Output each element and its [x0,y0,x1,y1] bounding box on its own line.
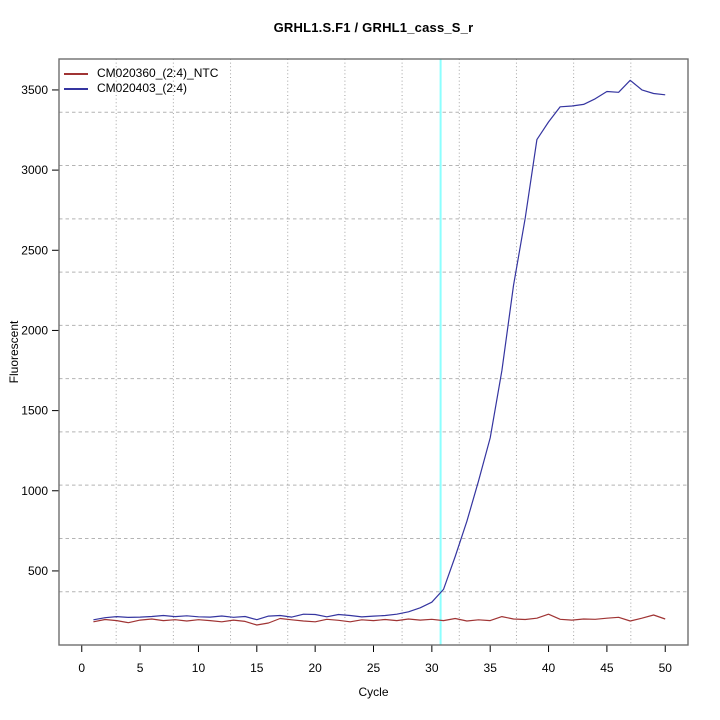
y-tick-label: 500 [28,564,48,578]
plot-frame [58,58,689,646]
x-tick-label: 35 [484,661,498,675]
series-line-0 [93,613,666,626]
x-tick-label: 5 [137,661,144,675]
legend-item-ntc: CM020360_(2:4)_NTC [64,67,218,80]
chart-title: GRHL1.S.F1 / GRHL1_cass_S_r [273,20,474,35]
x-tick-label: 20 [308,661,322,675]
x-tick-label: 45 [600,661,614,675]
y-tick-label: 2000 [21,323,48,337]
y-tick-label: 2500 [21,243,48,257]
y-tick-label: 1000 [21,484,48,498]
y-tick-label: 3000 [21,163,48,177]
series-line-1 [93,79,666,621]
x-tick-label: 40 [542,661,556,675]
x-tick-label: 0 [78,661,85,675]
x-tick-label: 50 [659,661,673,675]
x-tick-label: 15 [250,661,264,675]
x-axis-label: Cycle [358,685,389,699]
legend-label-ntc: CM020360_(2:4)_NTC [97,66,219,80]
x-tick-label: 25 [367,661,381,675]
x-tick-label: 30 [425,661,439,675]
legend: CM020360_(2:4)_NTC CM020403_(2:4) [64,67,218,95]
y-tick-label: 3500 [21,83,48,97]
legend-label-sample: CM020403_(2:4) [97,81,188,95]
legend-line-sample-icon [64,87,88,90]
y-tick-label: 1500 [21,404,48,418]
legend-item-sample: CM020403_(2:4) [64,82,218,95]
y-axis-label: Fluorescent [7,320,21,384]
x-tick-label: 10 [192,661,206,675]
legend-line-ntc-icon [64,72,88,75]
